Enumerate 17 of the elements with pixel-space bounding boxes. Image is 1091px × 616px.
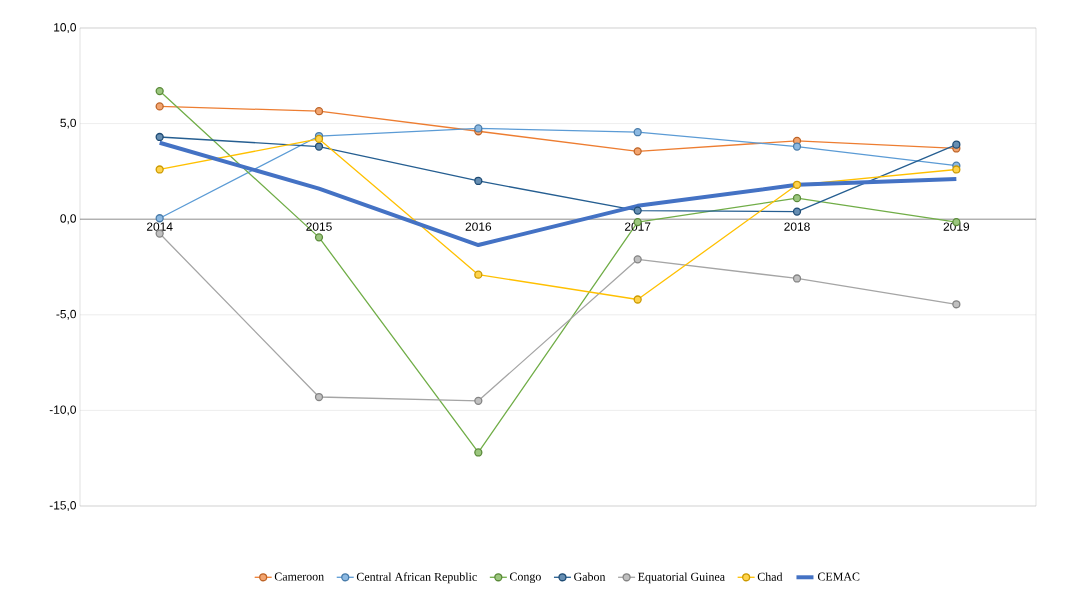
legend-label: CEMAC (817, 572, 860, 581)
y-tick-label: 0,0 (60, 214, 77, 225)
y-tick-label: -5,0 (56, 309, 77, 320)
x-tick-label: 2014 (146, 222, 173, 231)
legend-label: Congo (509, 572, 541, 584)
y-tick-label: -15,0 (49, 501, 77, 511)
y-tick-label: 5,0 (60, 118, 77, 129)
x-tick-label: 2016 (465, 222, 492, 231)
legend-label: Central African Republic (356, 572, 477, 584)
y-tick-label: 10,0 (54, 23, 77, 33)
legend-label: Cameroon (274, 572, 324, 581)
legend-label: Chad (757, 572, 783, 581)
x-tick-label: 2018 (784, 222, 810, 231)
x-tick-label: 2015 (306, 222, 332, 231)
y-tick-label: -10,0 (49, 405, 77, 416)
legend-label: Gabon (574, 572, 606, 581)
legend-label: Equatorial Guinea (638, 572, 725, 584)
